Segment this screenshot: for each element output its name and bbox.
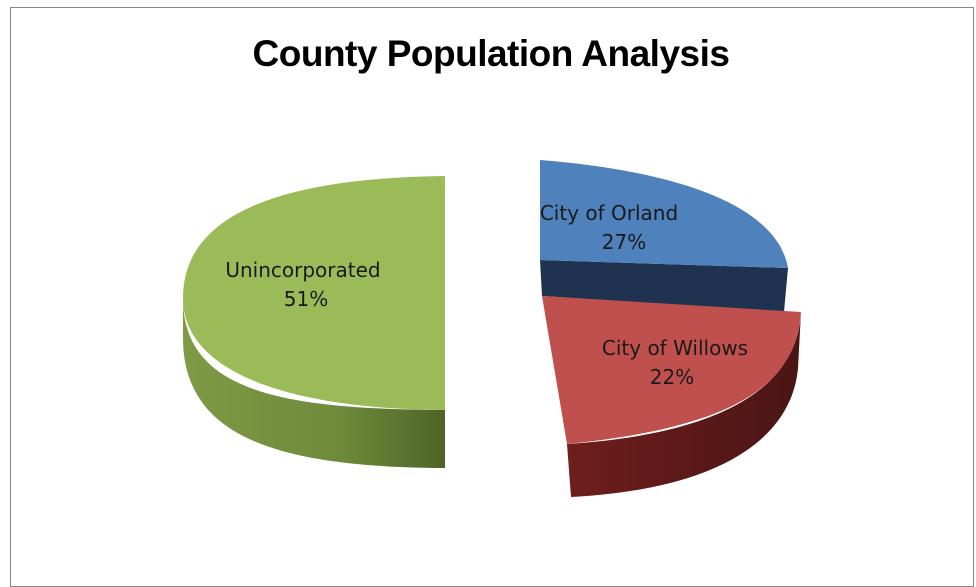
slice-percent-unincorporated: 51%	[284, 287, 328, 311]
chart-area	[10, 7, 974, 587]
slice-side-unincorporated	[183, 298, 445, 468]
slice-side-city-of-willows	[567, 312, 801, 497]
chart-title: County Population Analysis	[252, 33, 730, 74]
pie-slice-city-of-orland	[540, 160, 788, 312]
pie-slice-unincorporated	[183, 176, 445, 468]
data-label-unincorporated: Unincorporated 51%	[225, 258, 380, 311]
slice-percent-city-of-willows: 22%	[650, 365, 694, 389]
slice-name-unincorporated: Unincorporated	[225, 258, 380, 282]
slice-side-city-of-orland	[540, 260, 788, 312]
data-label-city-of-willows: City of Willows 22%	[602, 336, 748, 389]
slice-top-unincorporated	[183, 176, 445, 410]
slice-top-city-of-willows	[542, 296, 801, 444]
slice-percent-city-of-orland: 27%	[602, 230, 646, 254]
data-label-city-of-orland: City of Orland 27%	[540, 201, 678, 254]
pie-slice-city-of-willows	[542, 296, 801, 497]
slice-name-city-of-orland: City of Orland	[540, 201, 678, 225]
slice-top-city-of-orland	[540, 160, 788, 268]
slice-name-city-of-willows: City of Willows	[602, 336, 748, 360]
pie-chart: City of Orland 27% City of Willows 22% U…	[183, 160, 801, 497]
